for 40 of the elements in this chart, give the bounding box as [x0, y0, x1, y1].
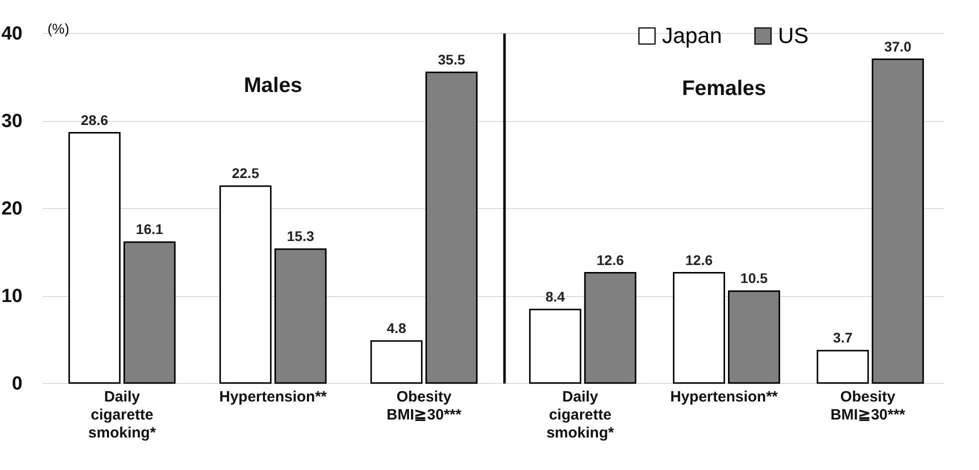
- bar: [425, 72, 478, 384]
- data-label: 28.6: [80, 112, 108, 128]
- text: Males: [244, 74, 302, 97]
- legend-label: Japan: [662, 23, 722, 48]
- bar: [219, 185, 272, 384]
- bar: [816, 350, 869, 384]
- y-tick-label: 20: [1, 198, 22, 220]
- data-label: 15.3: [286, 228, 314, 244]
- bar: [529, 308, 582, 384]
- x-tick-label: Daily cigarette smoking*: [88, 388, 156, 442]
- x-tick-label: Obesity BMI≧30***: [386, 388, 462, 424]
- data-label: 3.7: [833, 330, 853, 346]
- bar: [728, 290, 780, 384]
- bar: [872, 58, 924, 384]
- y-axis-title: (%): [48, 20, 70, 36]
- y-tick-label: 40: [1, 24, 22, 44]
- data-label: 22.5: [232, 165, 260, 182]
- bar: [68, 132, 121, 384]
- legend-label: US: [778, 23, 809, 48]
- x-tick-label: Hypertension**: [219, 388, 327, 406]
- x-tick-label: Daily cigarette smoking*: [546, 388, 614, 442]
- y-tick-label: 30: [1, 111, 22, 132]
- bar: [370, 340, 423, 384]
- text: Females: [682, 77, 766, 100]
- data-label: 35.5: [438, 51, 466, 68]
- x-tick-label: Hypertension**: [670, 388, 778, 406]
- bar: [123, 241, 176, 384]
- data-label: 37.0: [884, 38, 912, 54]
- bar: [672, 272, 726, 384]
- x-tick-label: Obesity BMI≧30***: [830, 388, 906, 424]
- bar: [274, 248, 327, 384]
- data-label: 10.5: [740, 270, 768, 286]
- y-tick-label: 0: [12, 374, 22, 394]
- data-label: 12.6: [685, 252, 713, 268]
- data-label: 12.6: [596, 252, 624, 268]
- data-label: 4.8: [386, 320, 406, 336]
- data-label: 8.4: [545, 288, 566, 304]
- data-label: 16.1: [136, 221, 164, 238]
- bar: [584, 272, 636, 384]
- y-tick-label: 10: [1, 286, 22, 307]
